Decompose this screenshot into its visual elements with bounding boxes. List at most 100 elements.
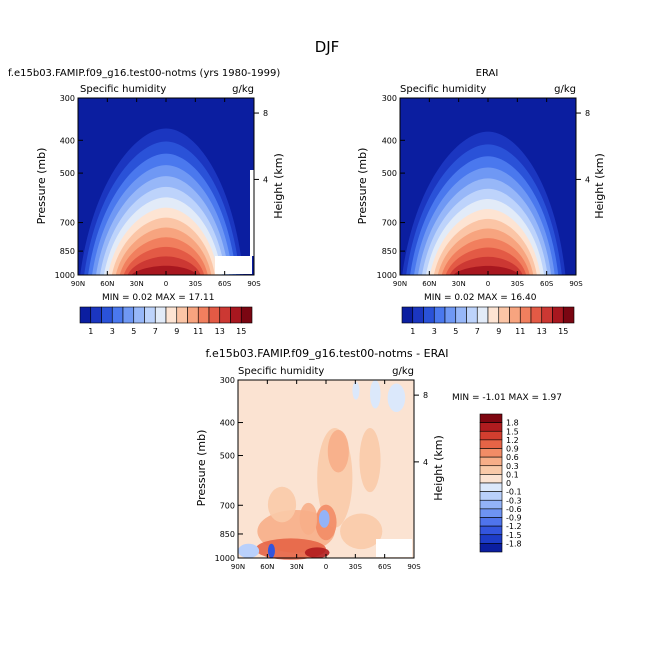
panel2-colorbar-swatch (519, 306, 532, 324)
humidity-contour-band (453, 265, 520, 275)
panel3-colorbar-label: 0.3 (506, 462, 519, 471)
panel2-colorbar-label: 1 (410, 327, 415, 336)
panel3-y-tick-label: 500 (220, 452, 235, 461)
panel1-plot-area (77, 97, 256, 276)
panel1-y2-axis-label: Height (km) (272, 153, 285, 219)
panel1-colorbar-swatch (197, 306, 210, 324)
panel2-x-tick-label: 60N (422, 280, 436, 288)
panel3-colorbar-label: 0.6 (506, 453, 519, 462)
panel3-y-tick-label: 300 (220, 376, 235, 385)
panel1-colorbar-label: 15 (236, 327, 246, 336)
difference-negative-region (370, 380, 381, 409)
panel3-x-tick-label: 60N (260, 563, 274, 571)
difference-negative-region (318, 509, 330, 528)
panel2-title: ERAI (476, 68, 499, 79)
difference-positive-region (267, 486, 297, 523)
panel2-y2-tick-label: 8 (585, 109, 590, 118)
panel1-x-tick-label: 30S (189, 280, 203, 288)
panel2-colorbar-swatch (401, 306, 414, 324)
panel2-colorbar-swatch (487, 306, 500, 324)
panel1-colorbar-swatch (101, 306, 113, 324)
panel2-axes: 90N 60N 30N 0 30S 60S 90S 300 400 500 700 850 1000 8 4 (377, 94, 590, 288)
panel3-colorbar-label: 1.5 (506, 427, 519, 436)
panel2-colorbar-label: 11 (515, 327, 525, 336)
panel3-y2-tick-label: 4 (423, 458, 428, 467)
panel1-colorbar-swatch (122, 306, 135, 324)
panel2-y-tick-label: 400 (382, 136, 397, 145)
panel1-y2-tick-label: 8 (263, 109, 268, 118)
panel2-x-tick-label: 30S (511, 280, 525, 288)
panel2-colorbar-label: 7 (475, 327, 480, 336)
panel3-colorbar-swatch (479, 439, 503, 449)
panel3-colorbar-label: 0.1 (506, 470, 519, 479)
panel3-colorbar-label: -0.9 (506, 514, 522, 523)
panel3-stats: MIN = -1.01 MAX = 1.97 (452, 393, 562, 403)
panel2-y-tick-label: 850 (382, 247, 397, 256)
panel2-colorbar-swatch (530, 306, 543, 324)
panel3-y-axis-label: Pressure (mb) (195, 430, 208, 507)
panel2-colorbar-swatch (541, 306, 553, 324)
panel3-axes: 90N 60N 30N 0 30S 60S 90S 300 400 500 700 850 1000 8 4 (215, 376, 428, 571)
panel3-plot-area (237, 379, 415, 560)
panel3-colorbar-swatch (479, 534, 503, 544)
panel1-colorbar-swatch (176, 306, 188, 324)
panel1-colorbar-label: 11 (193, 327, 203, 336)
panel2-y2-axis-label: Height (km) (593, 153, 606, 219)
panel1-x-tick-label: 0 (164, 280, 168, 288)
panel1-x-tick-label: 90S (247, 280, 261, 288)
panel3-colorbar-label: -1.8 (506, 539, 522, 548)
panel1-x-tick-label: 60N (100, 280, 114, 288)
panel2-y-tick-label: 1000 (377, 271, 397, 280)
panel1-colorbar-swatch (111, 306, 124, 324)
difference-positive-region (359, 428, 381, 493)
panel2-colorbar-swatch (498, 306, 510, 324)
humidity-contour-band (131, 265, 198, 275)
panel3-colorbar-label: 1.2 (506, 436, 519, 445)
panel1-y-tick-label: 500 (60, 169, 75, 178)
panel3-colorbar-swatch (479, 482, 503, 492)
panel2-colorbar-swatch (466, 306, 478, 324)
panel1-y-axis-label: Pressure (mb) (35, 148, 48, 225)
panel1-colorbar-label: 1 (88, 327, 93, 336)
panel3-colorbar-swatch (479, 422, 503, 432)
difference-positive-region (299, 502, 318, 535)
panel1-x-tick-label: 60S (218, 280, 232, 288)
panel3-colorbar-swatch (479, 430, 503, 441)
panel2-contours (402, 131, 566, 275)
panel2-x-tick-label: 30N (452, 280, 466, 288)
panel2-colorbar-swatch (552, 306, 564, 324)
panel3-x-tick-label: 90N (231, 563, 245, 571)
panel1-axes: 90N 60N 30N 0 30S 60S 90S 300 400 500 700 850 1000 8 4 (55, 94, 268, 288)
panel3-colorbar-swatch (479, 543, 503, 553)
panel1-stats: MIN = 0.02 MAX = 17.11 (102, 293, 214, 303)
panel1-colorbar: 1 3 5 7 9 11 13 15 (79, 306, 253, 336)
panel3-colorbar-swatch (479, 474, 503, 484)
panel3-colorbar-label: 0 (506, 479, 511, 488)
panel2-colorbar-swatch (423, 306, 435, 324)
panel3-title: f.e15b03.FAMIP.f09_g16.test00-notms - ER… (205, 347, 448, 360)
panel2-colorbar: 1 3 5 7 9 11 13 15 (401, 306, 575, 336)
panel1-colorbar-swatch (219, 306, 231, 324)
panel3-colorbar-swatch (479, 413, 503, 423)
panel1-y-tick-label: 850 (60, 247, 75, 256)
panel1-x-tick-label: 90N (71, 280, 85, 288)
panel2-y-axis-label: Pressure (mb) (356, 148, 369, 225)
panel2-y2-tick-label: 4 (585, 175, 590, 184)
panel3-x-tick-label: 60S (378, 563, 392, 571)
panel2-colorbar-label: 9 (496, 327, 501, 336)
panel3-variable-label: Specific humidity (238, 366, 324, 377)
panel2-colorbar-swatch (412, 306, 424, 324)
panel3-colorbar-swatch (479, 517, 503, 527)
panel3-missing-data (376, 539, 412, 557)
panel3-colorbar-label: -0.6 (506, 505, 522, 514)
panel3-colorbar-label: -1.2 (506, 522, 522, 531)
difference-positive-region (340, 513, 383, 550)
panel2-x-tick-label: 60S (540, 280, 554, 288)
panel3-y2-tick-label: 8 (423, 391, 428, 400)
panel1-variable-label: Specific humidity (80, 84, 166, 95)
panel2-x-tick-label: 0 (486, 280, 490, 288)
panel1-colorbar-swatch (154, 306, 167, 324)
panel2-x-tick-label: 90N (393, 280, 407, 288)
panel3-y-tick-label: 400 (220, 419, 235, 428)
